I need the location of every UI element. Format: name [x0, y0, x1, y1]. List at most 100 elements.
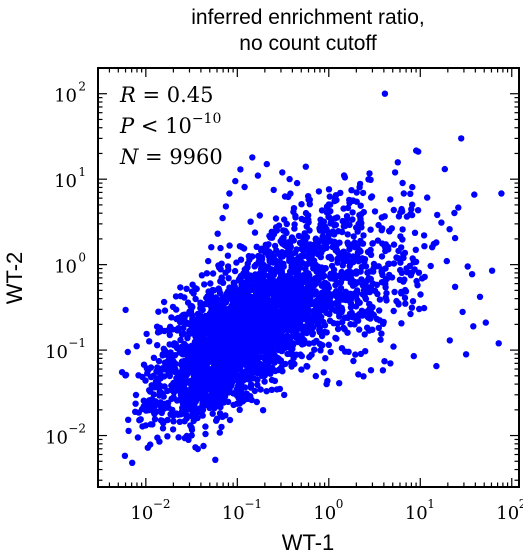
y-tick-exponent: 2: [78, 80, 86, 94]
data-point: [218, 397, 225, 404]
data-point: [309, 261, 317, 269]
data-point: [320, 369, 327, 376]
data-point: [180, 372, 187, 379]
data-point: [371, 208, 379, 215]
data-point: [323, 309, 330, 316]
data-point: [223, 290, 230, 298]
data-point: [244, 264, 251, 271]
data-point: [249, 253, 256, 260]
data-point: [135, 372, 142, 379]
data-point: [311, 281, 318, 289]
y-tick-exponent: 1: [78, 165, 86, 179]
data-point: [160, 345, 167, 352]
data-point: [305, 219, 312, 226]
data-point: [381, 213, 388, 220]
data-point: [375, 221, 382, 229]
data-point: [399, 226, 406, 233]
data-point: [263, 243, 270, 250]
data-point: [229, 379, 236, 386]
data-point: [400, 190, 407, 197]
data-point: [228, 366, 236, 374]
data-point: [407, 190, 414, 197]
data-point: [252, 365, 259, 372]
data-point: [277, 253, 285, 260]
data-point: [206, 394, 213, 402]
data-point: [266, 256, 274, 263]
data-point: [278, 347, 285, 355]
data-point: [355, 371, 362, 378]
data-point: [302, 234, 309, 241]
data-point: [495, 340, 502, 347]
data-point: [338, 304, 345, 312]
data-point: [221, 382, 228, 389]
data-point: [401, 294, 409, 302]
data-point: [132, 391, 140, 399]
data-point: [194, 310, 202, 318]
data-point: [284, 321, 291, 328]
data-point: [391, 288, 398, 296]
data-point: [171, 340, 178, 347]
data-point: [200, 314, 207, 321]
data-point: [186, 348, 193, 355]
data-point: [335, 228, 342, 235]
data-point: [212, 346, 220, 353]
data-point: [305, 193, 312, 200]
data-point: [369, 326, 376, 333]
data-point: [395, 301, 402, 308]
data-point: [310, 245, 317, 252]
data-point: [248, 327, 256, 334]
data-point: [322, 223, 329, 230]
data-point: [205, 356, 212, 364]
data-point: [406, 262, 413, 270]
data-point: [407, 310, 414, 318]
y-tick-label: 10 −2: [45, 422, 86, 449]
data-point: [443, 257, 450, 265]
data-point: [398, 205, 405, 213]
x-tick-exponent: −2: [153, 497, 171, 511]
data-point: [226, 190, 233, 197]
data-point: [204, 337, 212, 344]
data-point: [118, 369, 126, 376]
data-point: [441, 165, 448, 173]
data-point: [193, 387, 200, 395]
data-point: [258, 284, 265, 291]
data-point: [271, 337, 278, 344]
data-point: [322, 355, 329, 362]
data-point: [416, 305, 423, 313]
data-point: [308, 351, 315, 358]
data-point: [148, 382, 155, 389]
data-point: [387, 360, 394, 367]
data-point: [219, 347, 226, 355]
data-point: [312, 372, 319, 380]
data-point: [412, 258, 420, 265]
data-point: [266, 281, 273, 288]
data-point: [433, 362, 440, 370]
data-point: [146, 338, 153, 345]
data-point: [280, 300, 287, 307]
data-point: [196, 381, 203, 388]
data-point: [211, 371, 218, 378]
data-point: [287, 334, 294, 341]
y-tick-exponent: −1: [68, 336, 86, 350]
data-point: [451, 209, 458, 217]
data-point: [279, 169, 286, 176]
data-point: [344, 329, 351, 336]
data-point: [244, 301, 251, 308]
data-point: [427, 262, 434, 270]
data-point: [306, 271, 313, 279]
data-point: [342, 257, 349, 264]
data-point: [184, 334, 191, 342]
data-point: [230, 326, 238, 333]
data-point: [498, 190, 505, 197]
data-point: [298, 352, 305, 360]
data-point: [328, 262, 336, 270]
data-point: [153, 323, 161, 330]
data-point: [322, 293, 329, 301]
data-point: [236, 380, 244, 387]
data-point: [298, 215, 305, 223]
data-point: [336, 239, 343, 246]
data-point: [332, 334, 339, 342]
data-point: [202, 430, 209, 438]
data-point: [184, 299, 192, 306]
data-point: [196, 394, 203, 401]
